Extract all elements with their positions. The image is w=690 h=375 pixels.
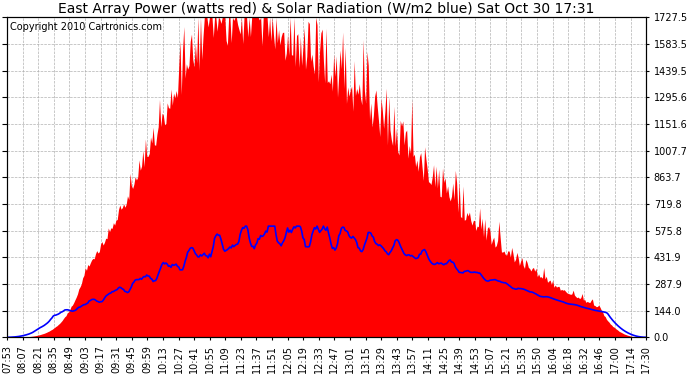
- Title: East Array Power (watts red) & Solar Radiation (W/m2 blue) Sat Oct 30 17:31: East Array Power (watts red) & Solar Rad…: [59, 2, 595, 16]
- Text: Copyright 2010 Cartronics.com: Copyright 2010 Cartronics.com: [10, 22, 162, 32]
